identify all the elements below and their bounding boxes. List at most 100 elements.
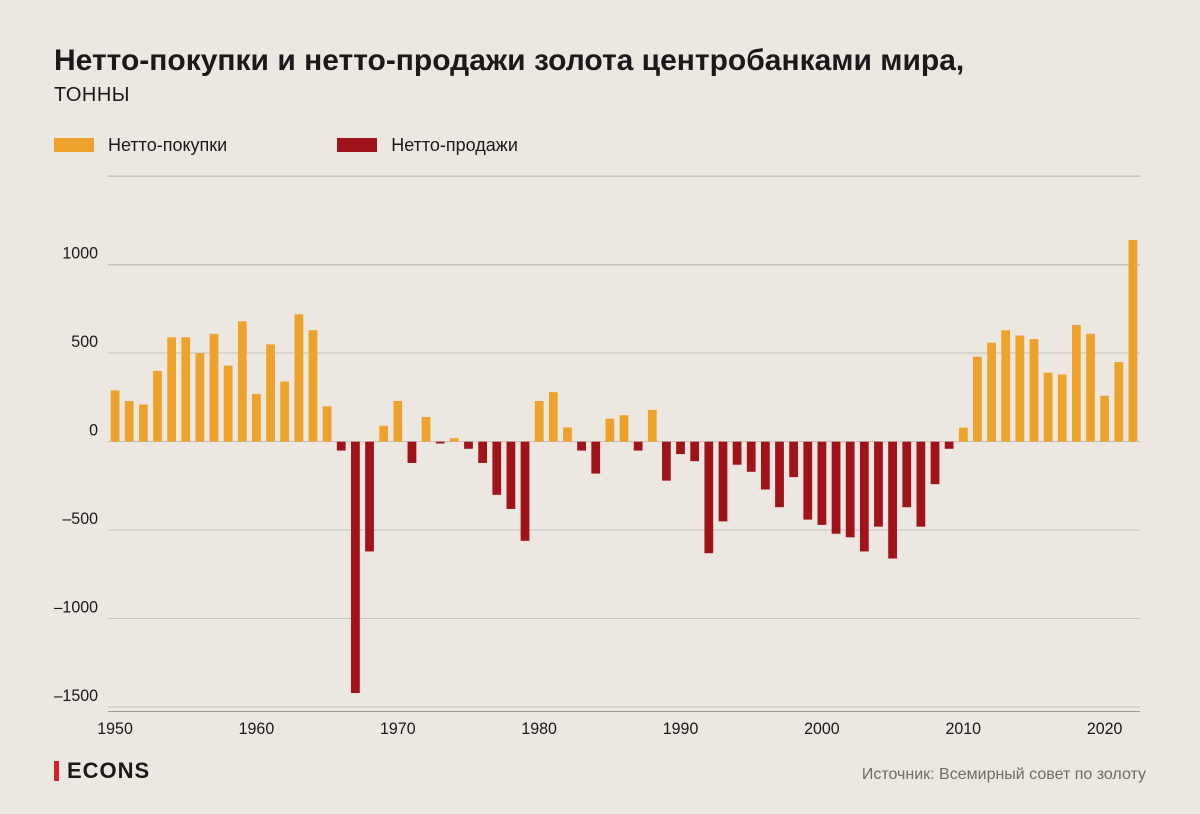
bar (959, 427, 968, 441)
bar (408, 441, 417, 462)
bar (704, 441, 713, 552)
x-tick-label: 1980 (521, 719, 557, 737)
bar (535, 401, 544, 442)
bar (1001, 330, 1010, 441)
x-tick-label: 1950 (97, 719, 133, 737)
legend-swatch-buys (54, 138, 94, 152)
bar (139, 404, 148, 441)
x-tick-label: 2000 (804, 719, 840, 737)
bar (733, 441, 742, 464)
legend-item-buys: Нетто-покупки (54, 135, 227, 156)
bar (238, 321, 247, 441)
bar (1015, 335, 1024, 441)
bar (662, 441, 671, 480)
bar (393, 401, 402, 442)
x-tick-label: 1970 (380, 719, 416, 737)
brand-accent-bar (54, 761, 59, 781)
bar (1030, 339, 1039, 442)
bar (931, 441, 940, 483)
bar (125, 401, 134, 442)
bar (648, 409, 657, 441)
legend-swatch-sells (337, 138, 377, 152)
y-tick-label: –500 (62, 509, 98, 527)
bar (252, 393, 261, 441)
bar-chart-svg: –1500 –1000 –500 0 500 1000 1500 1950 1960 1970 19… (54, 170, 1146, 741)
bar (874, 441, 883, 526)
bar (775, 441, 784, 506)
bar (605, 418, 614, 441)
y-tick-label: 0 (89, 421, 98, 439)
bar (1072, 324, 1081, 441)
bar (888, 441, 897, 558)
bar (436, 441, 445, 443)
bar (690, 441, 699, 460)
bar (747, 441, 756, 471)
bar (549, 392, 558, 442)
bar (309, 330, 318, 441)
y-tick-label: –1500 (54, 686, 98, 704)
bar (945, 441, 954, 448)
brand-text: ECONS (67, 758, 150, 784)
bar (634, 441, 643, 450)
bar (450, 438, 459, 442)
bar (1086, 333, 1095, 441)
bar (492, 441, 501, 494)
x-tick-label: 1990 (663, 719, 699, 737)
bar (379, 425, 388, 441)
bar (210, 333, 219, 441)
legend-label-buys: Нетто-покупки (108, 135, 227, 156)
bar (987, 342, 996, 441)
bar (365, 441, 374, 551)
bar (789, 441, 798, 476)
bar (224, 365, 233, 441)
bar (803, 441, 812, 519)
bar (153, 370, 162, 441)
bar (818, 441, 827, 524)
bar (196, 353, 205, 441)
bar (620, 415, 629, 442)
bar (1129, 239, 1138, 441)
chart-title: Нетто-покупки и нетто-продажи золота цен… (54, 42, 1146, 80)
bar (1058, 374, 1067, 441)
bar (832, 441, 841, 533)
bar (1044, 372, 1053, 441)
bar (266, 344, 275, 441)
bar (323, 406, 332, 441)
bar (902, 441, 911, 506)
legend-label-sells: Нетто-продажи (391, 135, 518, 156)
y-tick-label: –1000 (54, 598, 98, 616)
bar (719, 441, 728, 521)
bar (337, 441, 346, 450)
bar (916, 441, 925, 526)
y-tick-label: 1500 (62, 170, 98, 174)
bar (167, 337, 176, 441)
chart-legend: Нетто-покупки Нетто-продажи (54, 135, 1146, 156)
bar (846, 441, 855, 537)
bar (577, 441, 586, 450)
x-tick-label: 2010 (945, 719, 981, 737)
chart-plot: –1500 –1000 –500 0 500 1000 1500 1950 1960 1970 19… (54, 170, 1146, 741)
x-tick-label: 1960 (239, 719, 275, 737)
bar (294, 314, 303, 441)
bar (280, 381, 289, 441)
x-tick-label: 2020 (1087, 719, 1123, 737)
y-tick-label: 1000 (62, 244, 98, 262)
chart-page: Нетто-покупки и нетто-продажи золота цен… (0, 0, 1200, 814)
bar (507, 441, 516, 508)
legend-item-sells: Нетто-продажи (337, 135, 518, 156)
bar (676, 441, 685, 453)
bar (478, 441, 487, 462)
bar (464, 441, 473, 448)
bar (761, 441, 770, 489)
bar (1100, 395, 1109, 441)
bar (351, 441, 360, 692)
chart-footer: ECONS Источник: Всемирный совет по золот… (54, 758, 1146, 784)
bar (973, 356, 982, 441)
bar (111, 390, 120, 441)
bar (521, 441, 530, 540)
bar (860, 441, 869, 551)
bar (1114, 362, 1123, 442)
y-tick-label: 500 (71, 332, 98, 350)
bar (591, 441, 600, 473)
bar (181, 337, 190, 441)
